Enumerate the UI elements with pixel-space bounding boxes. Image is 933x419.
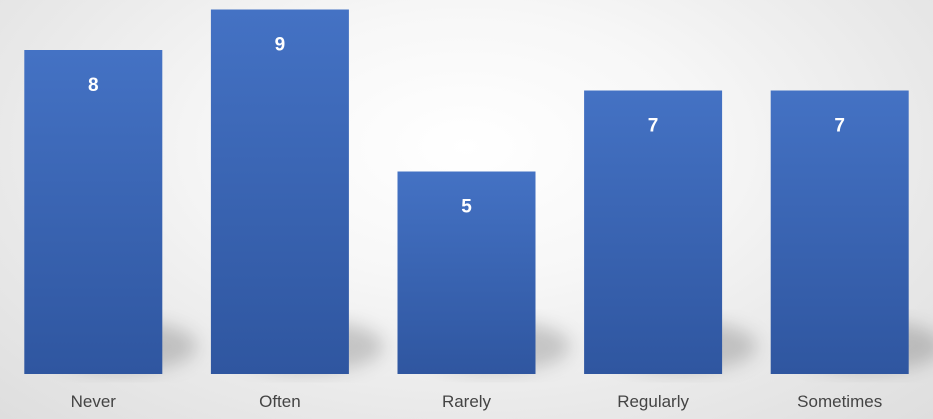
- category-label-regularly: Regularly: [617, 392, 689, 411]
- bars-group: [24, 9, 909, 374]
- value-label-often: 9: [275, 35, 286, 56]
- bar-regularly: [584, 90, 723, 374]
- bar-sometimes: [770, 90, 909, 374]
- bar-never: [24, 50, 163, 374]
- value-labels-group: 8 9 5 7 7: [88, 35, 845, 218]
- category-labels-group: Never Often Rarely Regularly Sometimes: [71, 392, 883, 411]
- category-label-never: Never: [71, 392, 117, 411]
- category-label-rarely: Rarely: [442, 392, 492, 411]
- category-label-often: Often: [259, 392, 301, 411]
- bar-often: [210, 9, 349, 374]
- value-label-regularly: 7: [648, 116, 659, 137]
- bar-rarely: [397, 171, 536, 374]
- value-label-rarely: 5: [461, 197, 472, 218]
- value-label-never: 8: [88, 75, 99, 96]
- value-label-sometimes: 7: [834, 116, 845, 137]
- category-label-sometimes: Sometimes: [797, 392, 882, 411]
